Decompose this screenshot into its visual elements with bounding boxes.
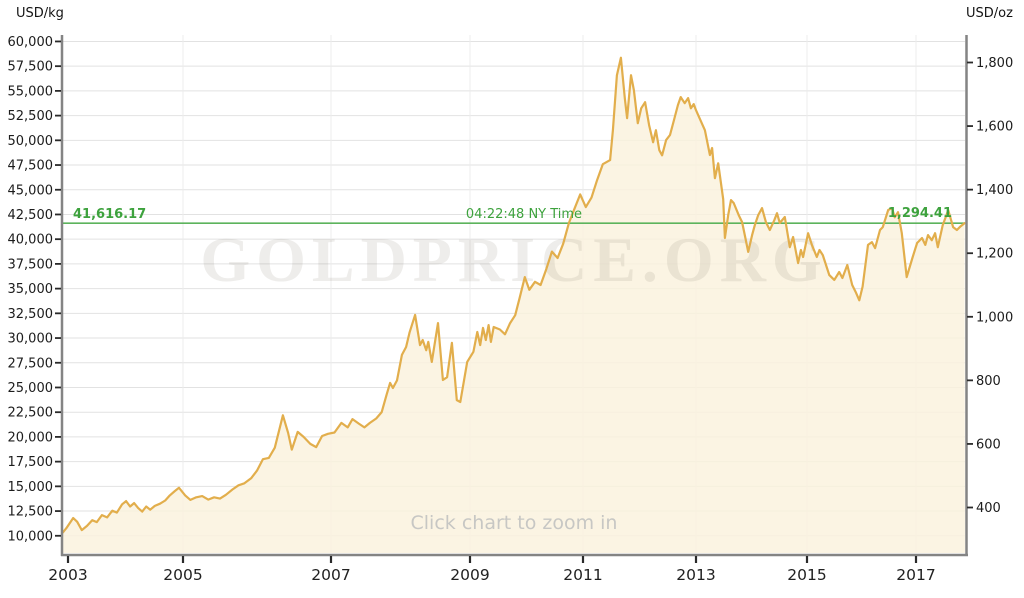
left-axis-tick-label: 27,500 bbox=[8, 356, 54, 371]
left-axis-tick-label: 25,000 bbox=[8, 381, 54, 396]
left-axis-tick-label: 52,500 bbox=[8, 109, 54, 124]
left-axis-tick-label: 12,500 bbox=[8, 505, 54, 520]
x-axis-tick-label: 2009 bbox=[450, 566, 489, 584]
right-axis-tick-label: 1,200 bbox=[976, 247, 1013, 262]
right-axis-tick-label: 1,400 bbox=[976, 183, 1013, 198]
x-axis-tick-label: 2017 bbox=[896, 566, 935, 584]
left-axis-tick-label: 10,000 bbox=[8, 529, 54, 544]
left-axis-tick-label: 42,500 bbox=[8, 208, 54, 223]
right-axis-tick-label: 1,600 bbox=[976, 120, 1013, 135]
x-axis-tick-label: 2015 bbox=[787, 566, 826, 584]
left-axis-tick-label: 30,000 bbox=[8, 332, 54, 347]
left-axis-tick-label: 45,000 bbox=[8, 183, 54, 198]
left-axis-tick-label: 22,500 bbox=[8, 406, 54, 421]
left-axis-tick-label: 60,000 bbox=[8, 35, 54, 50]
right-axis-tick-label: 400 bbox=[976, 501, 1001, 516]
left-axis-tick-label: 47,500 bbox=[8, 159, 54, 174]
right-axis-tick-label: 600 bbox=[976, 437, 1001, 452]
zoom-hint: Click chart to zoom in bbox=[410, 512, 618, 534]
current-price-oz-label: 1,294.41 bbox=[887, 206, 952, 221]
left-axis-tick-label: 40,000 bbox=[8, 233, 54, 248]
left-axis-tick-label: 55,000 bbox=[8, 84, 54, 99]
gold-price-line bbox=[61, 56, 966, 534]
left-axis-tick-label: 35,000 bbox=[8, 282, 54, 297]
left-axis-tick-label: 57,500 bbox=[8, 60, 54, 75]
left-axis-tick-label: 20,000 bbox=[8, 430, 54, 445]
right-axis-title: USD/oz bbox=[966, 6, 1013, 21]
right-axis-tick-label: 1,000 bbox=[976, 310, 1013, 325]
x-axis-tick-label: 2011 bbox=[563, 566, 602, 584]
current-price-kg-label: 41,616.17 bbox=[73, 207, 147, 222]
left-axis-tick-label: 32,500 bbox=[8, 307, 54, 322]
left-axis-tick-label: 37,500 bbox=[8, 257, 54, 272]
left-axis-title: USD/kg bbox=[16, 6, 64, 21]
x-axis-tick-label: 2005 bbox=[163, 566, 202, 584]
left-axis-tick-label: 17,500 bbox=[8, 455, 54, 470]
watermark-text: GOLDPRICE.ORG bbox=[200, 224, 827, 295]
x-axis-tick-label: 2007 bbox=[311, 566, 350, 584]
gold-price-area bbox=[63, 57, 965, 553]
left-axis-tick-label: 50,000 bbox=[8, 134, 54, 149]
left-axis-tick-label: 15,000 bbox=[8, 480, 54, 495]
x-axis-tick-label: 2013 bbox=[676, 566, 715, 584]
right-axis-tick-label: 1,800 bbox=[976, 56, 1013, 71]
right-axis-tick-label: 800 bbox=[976, 374, 1001, 389]
ny-time-label: 04:22:48 NY Time bbox=[465, 207, 583, 222]
x-axis-tick-label: 2003 bbox=[48, 566, 87, 584]
